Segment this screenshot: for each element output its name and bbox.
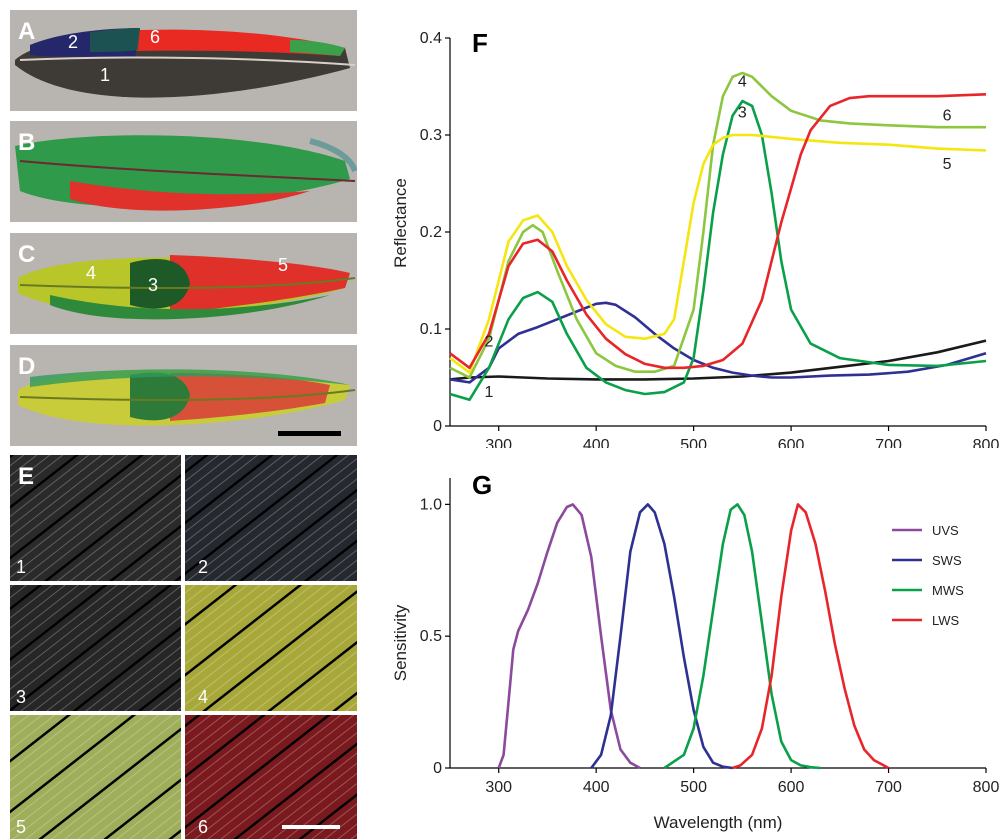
series-line-2	[449, 301, 987, 384]
micro-label-1: 1	[16, 557, 27, 577]
series-label-6: 6	[943, 107, 952, 124]
series-line-4	[449, 71, 986, 379]
panel-c-photo: C 4 3 5	[10, 233, 357, 334]
y-axis-label-g: Sensitivity	[391, 604, 410, 681]
region-label-6: 6	[150, 27, 161, 47]
region-label-1: 1	[100, 65, 111, 85]
y-tick-label: 0.4	[420, 30, 442, 47]
series-line-1	[449, 339, 987, 381]
panel-label-a: A	[18, 18, 36, 45]
series-label-2: 2	[485, 333, 494, 350]
x-tick-label: 700	[875, 437, 902, 448]
series-label-4: 4	[738, 74, 747, 91]
panel-label-c: C	[18, 241, 36, 268]
micro-label-6: 6	[198, 817, 209, 837]
x-tick-label: 400	[583, 437, 610, 448]
y-tick-label: 0.3	[420, 127, 442, 144]
series-label-3: 3	[738, 105, 747, 122]
x-tick-label: 500	[680, 437, 707, 448]
panel-a-photo: A 2 1 6	[10, 10, 357, 111]
region-label-5: 5	[278, 255, 289, 275]
micro-label-2: 2	[198, 557, 209, 577]
x-tick-label: 800	[973, 437, 1000, 448]
panel-label-d: D	[18, 353, 36, 380]
y-tick-label: 0.2	[420, 224, 442, 241]
panel-label-b: B	[18, 129, 36, 156]
feather-b	[15, 135, 357, 211]
x-tick-label: 600	[778, 437, 805, 448]
micro-label-4: 4	[198, 687, 209, 707]
x-tick-label: 300	[485, 779, 512, 796]
panel-d-photo: D	[10, 345, 357, 446]
reflectance-chart: F Reflectance 300 400 500 600 700 800 0 0.1 0.2 0…	[391, 28, 1000, 448]
panel-b-photo: B	[10, 121, 357, 222]
panel-e-grid: E 1 2 3 4 5 6	[10, 455, 357, 839]
series-label-5: 5	[943, 156, 952, 173]
x-tick-label: 400	[583, 779, 610, 796]
region-label-3: 3	[148, 275, 159, 295]
panel-label-e: E	[18, 463, 35, 490]
x-tick-label: 700	[875, 779, 902, 796]
panel-label-g: G	[472, 470, 492, 500]
legend-label-uvs: UVS	[932, 523, 959, 538]
y-tick-label: 0	[433, 760, 442, 777]
legend-label-lws: LWS	[932, 613, 960, 628]
y-tick-label: 0.1	[420, 321, 442, 338]
series-line-5	[449, 133, 987, 374]
series-label-1: 1	[485, 384, 494, 401]
micrograph-grid	[10, 455, 357, 839]
x-axis-label-g: Wavelength (nm)	[654, 813, 783, 832]
feather-d	[18, 369, 356, 436]
y-tick-label: 0	[433, 418, 442, 435]
series-line-6	[449, 93, 987, 370]
series-line-lws	[732, 503, 890, 770]
x-tick-label: 500	[680, 779, 707, 796]
y-tick-label: 1.0	[420, 496, 442, 513]
region-label-2: 2	[68, 32, 79, 52]
micro-label-5: 5	[16, 817, 27, 837]
region-label-4: 4	[86, 263, 97, 283]
feather-a	[15, 28, 356, 98]
y-tick-label: 0.5	[420, 628, 442, 645]
sensitivity-chart: G Sensitivity Wavelength (nm) 300 400 500 6…	[391, 470, 1000, 832]
x-tick-label: 600	[778, 779, 805, 796]
series-line-uvs	[497, 503, 641, 770]
series-line-mws	[663, 503, 821, 770]
legend-label-sws: SWS	[932, 553, 962, 568]
panel-label-f: F	[472, 28, 488, 58]
series-line-sws	[590, 503, 733, 770]
x-tick-label: 300	[485, 437, 512, 448]
y-axis-label-f: Reflectance	[391, 178, 410, 268]
feather-c	[18, 255, 356, 320]
series-line-3	[449, 99, 987, 402]
x-tick-label: 800	[973, 779, 1000, 796]
micro-label-3: 3	[16, 687, 27, 707]
legend-label-mws: MWS	[932, 583, 964, 598]
